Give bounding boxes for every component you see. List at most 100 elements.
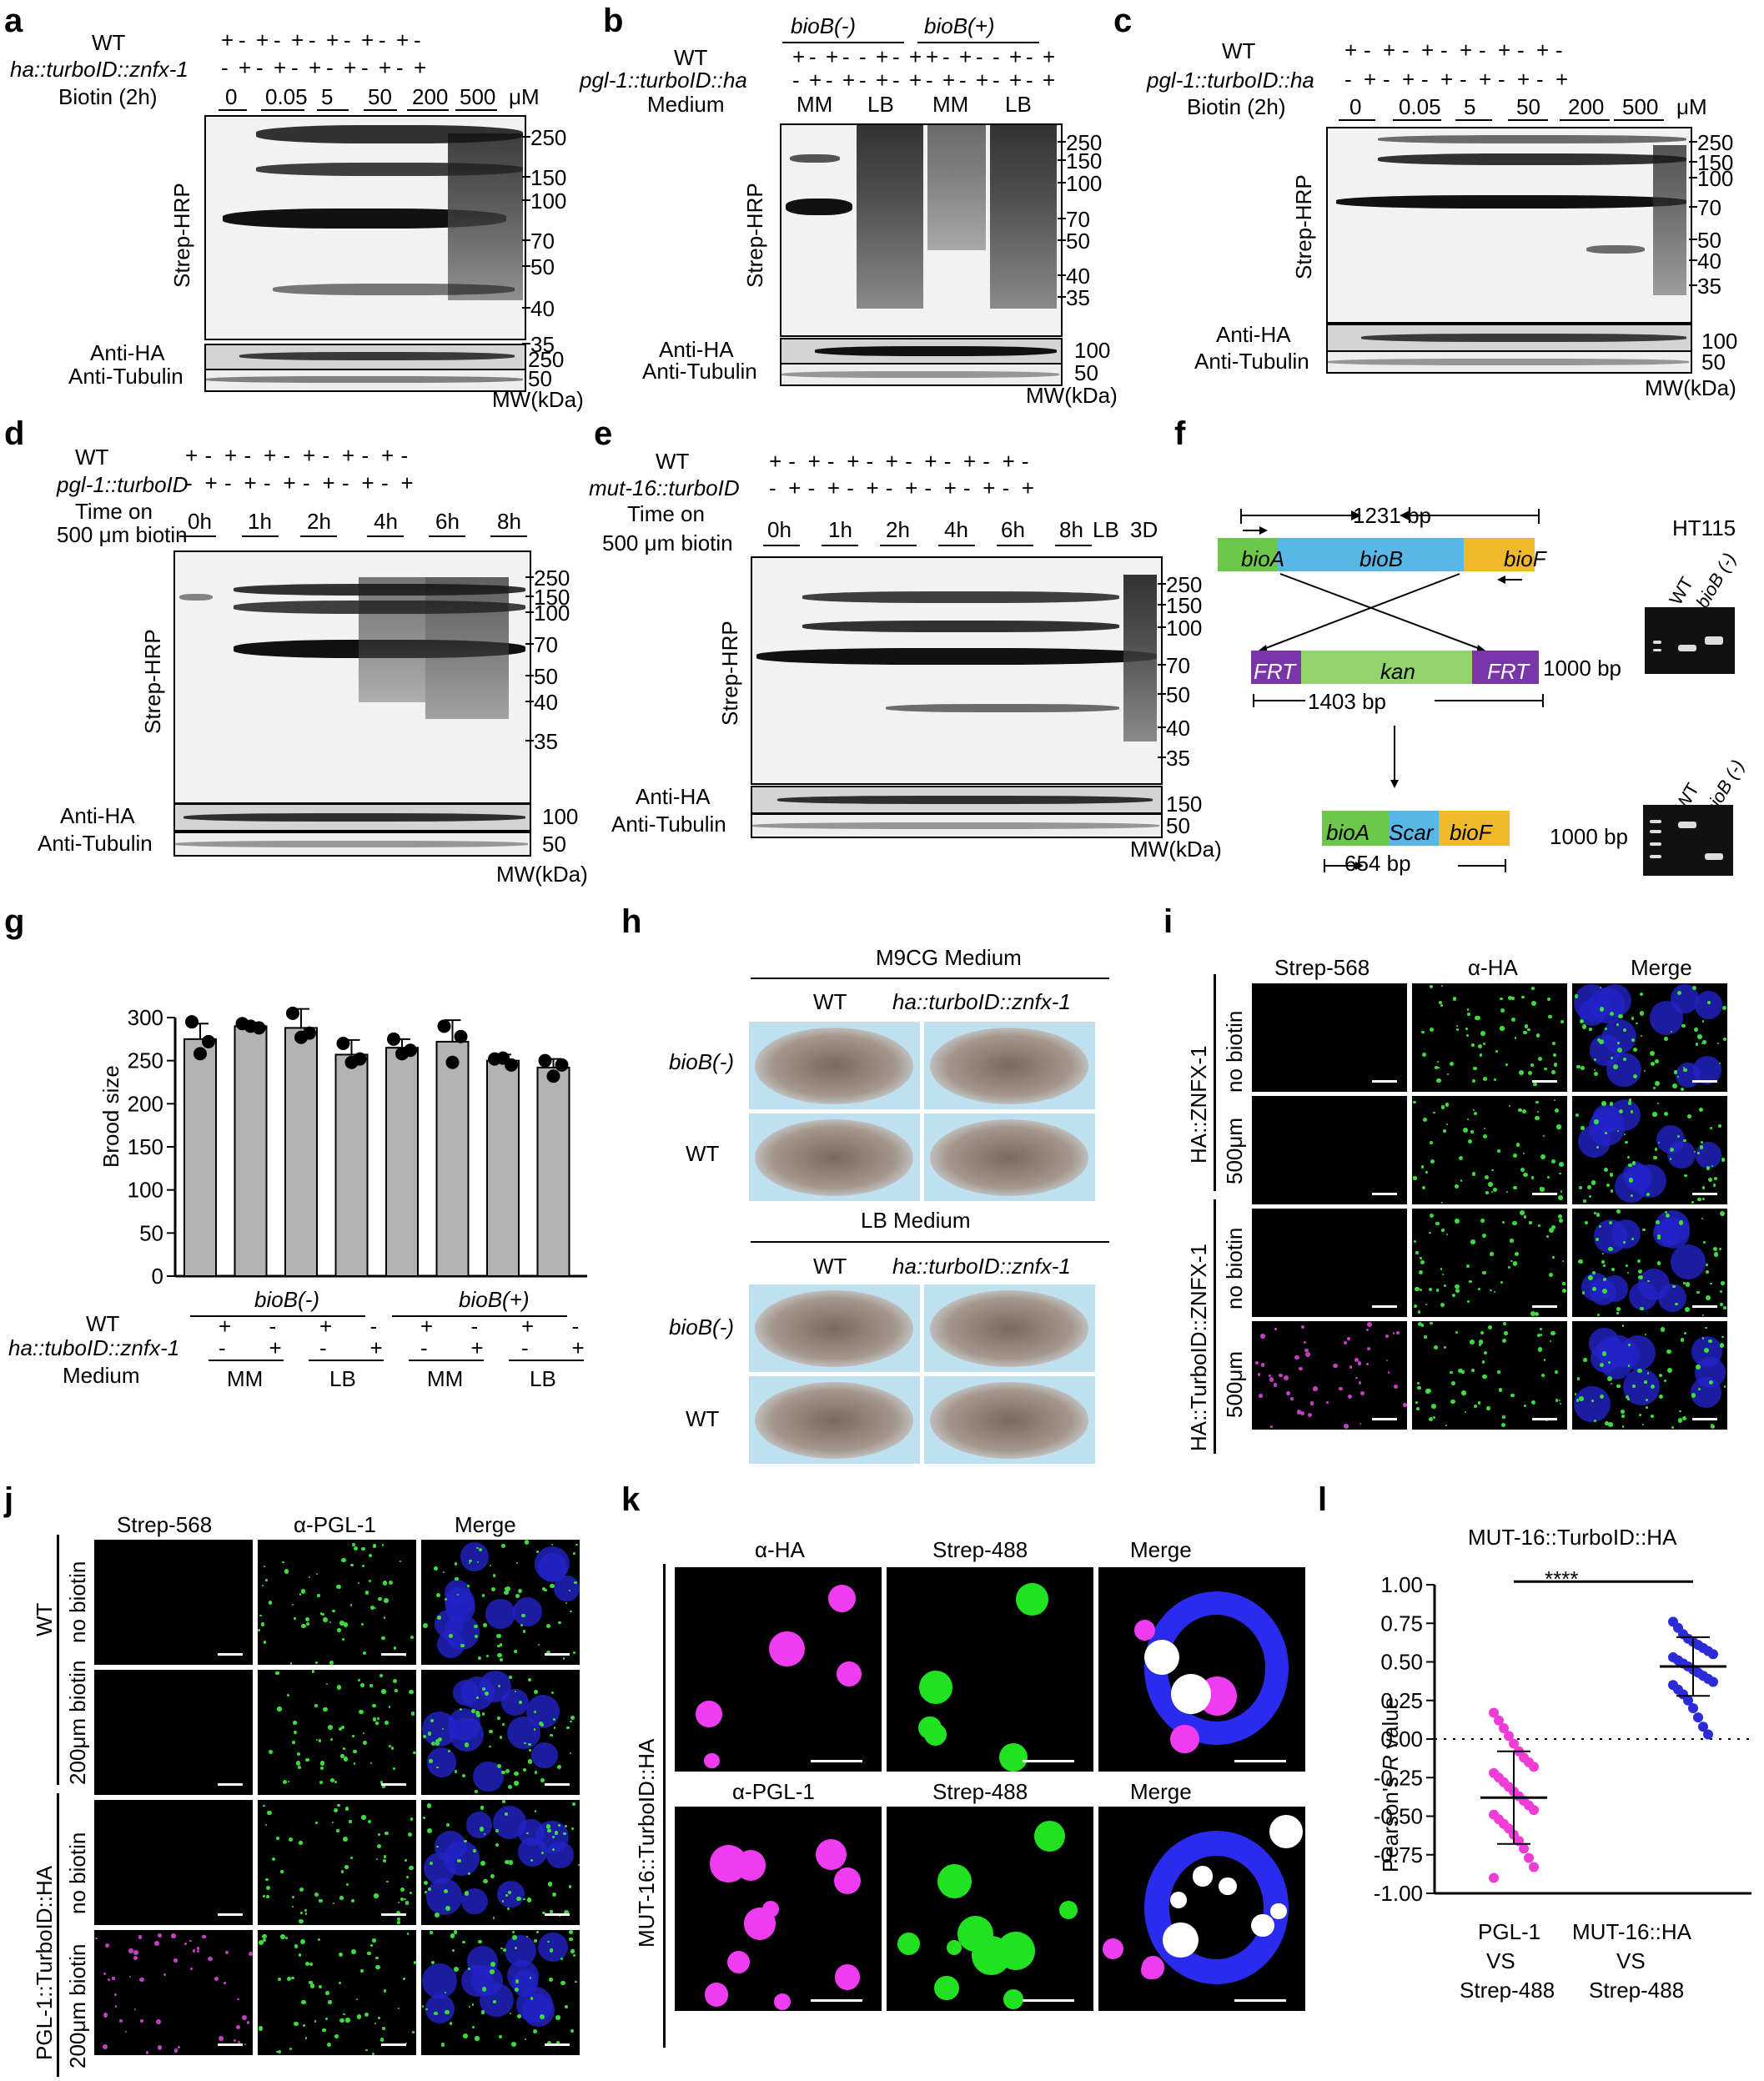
b-medium-2: MM: [932, 92, 969, 117]
panel-f-label: f: [1174, 415, 1186, 452]
mw-marker-tick: [1058, 296, 1066, 298]
g-bar: [183, 1038, 217, 1277]
h-plate-image: [755, 1119, 913, 1196]
l-y-tick-label: 1.00: [1380, 1572, 1423, 1597]
mw-marker-tick: [1158, 726, 1166, 728]
mw-marker-label: 70: [1166, 653, 1190, 678]
j-bracket: [57, 1535, 59, 1785]
plus-minus-sign: -: [521, 1335, 529, 1360]
g-row-medium: Medium: [63, 1363, 140, 1388]
l-scatter-chart: 1.00 0.75 0.50 0.25 0.00 -0.25 -0.50 -0.75 -1.00: [1374, 1572, 1751, 1906]
mw-marker-label: 100: [1166, 616, 1203, 641]
h-underline: [751, 1241, 1109, 1243]
a-tub-strip: [204, 369, 526, 392]
mw-marker-label: 150: [1166, 593, 1203, 618]
panel-e-label: e: [594, 415, 613, 452]
a-underline: [364, 109, 397, 111]
a-mw: MW(kDa): [492, 387, 584, 412]
mw-marker-label: 35: [1166, 746, 1190, 771]
l-data-point: [1708, 1676, 1718, 1687]
plus-minus-sign: +: [420, 1314, 434, 1339]
plus-minus-sign: +: [239, 55, 252, 80]
plus-minus-sign: -: [924, 475, 932, 500]
h-medium-2: LB Medium: [861, 1208, 971, 1233]
plus-minus-sign: +: [905, 475, 918, 500]
micrograph-panel: [93, 1539, 254, 1666]
h-plate-image: [930, 1028, 1088, 1104]
mw-marker-tick: [1158, 664, 1166, 666]
g-med-underline: [309, 1360, 384, 1361]
d-underline: [490, 535, 527, 537]
f-gene-bioF-2: bioF: [1450, 820, 1492, 845]
l-data-point: [1524, 1852, 1534, 1863]
plus-minus-sign: +: [319, 1314, 333, 1339]
mw-marker-label: 50: [534, 664, 558, 689]
e-ha-strip: [751, 786, 1163, 814]
c-conc-0: 0: [1349, 94, 1362, 119]
plus-minus-sign: +: [571, 1335, 585, 1360]
c-underline: [1508, 119, 1548, 121]
f-frt-left: FRT: [1254, 659, 1296, 684]
e-tub-marker: 50: [1166, 813, 1190, 838]
c-mw: MW(kDa): [1645, 375, 1736, 400]
plus-minus-sign: +: [1402, 67, 1415, 92]
e-strep-blot: [751, 556, 1163, 785]
e-row-strain: mut-16::turboID: [589, 475, 740, 500]
plus-minus-sign: +: [1002, 449, 1015, 474]
plus-minus-sign: -: [1364, 38, 1371, 63]
l-y-tick-label: 0.00: [1380, 1727, 1423, 1752]
b-group-1: bioB(-): [791, 13, 857, 38]
b-tub-strip: [780, 363, 1063, 386]
panel-l-label: l: [1318, 1481, 1328, 1518]
plus-minus-sign: +: [269, 1335, 282, 1360]
h-underline: [751, 978, 1109, 979]
d-mw: MW(kDa): [496, 862, 588, 887]
plus-minus-sign: +: [1460, 38, 1473, 63]
g-y-tick-label: 0: [152, 1264, 163, 1289]
h-medium-1: M9CG Medium: [876, 945, 1022, 970]
b-group-2: bioB(+): [924, 13, 995, 38]
plus-minus-sign: -: [283, 443, 291, 468]
mw-marker-label: 70: [1697, 195, 1721, 220]
c-row-strain: pgl-1::turboID::ha: [1147, 68, 1314, 93]
a-strep-blot: [204, 115, 526, 340]
plus-minus-sign: +: [1421, 38, 1435, 63]
g-data-point: [336, 1037, 350, 1050]
plus-minus-sign: -: [369, 1314, 378, 1339]
plus-minus-sign: -: [859, 68, 867, 93]
mw-marker-label: 40: [1697, 249, 1721, 274]
mw-marker-tick: [1689, 141, 1697, 143]
f-kan: kan: [1380, 659, 1415, 684]
l-data-point: [1519, 1843, 1529, 1854]
mw-marker-label: 70: [1066, 207, 1090, 232]
j-bracket: [57, 1793, 59, 2077]
mw-marker-label: 50: [1066, 229, 1090, 254]
a-underline: [317, 109, 349, 111]
f-scar: Scar: [1389, 820, 1434, 845]
panel-k-label: k: [621, 1481, 641, 1518]
f-diagram: [1218, 509, 1544, 872]
e-mw: MW(kDa): [1130, 837, 1222, 862]
plus-minus-sign: -: [1555, 38, 1563, 63]
plus-minus-sign: +: [1498, 38, 1511, 63]
plus-minus-sign: +: [827, 475, 841, 500]
mw-marker-label: 250: [1166, 572, 1203, 597]
mw-marker-label: 100: [530, 188, 567, 214]
micrograph-panel: [1251, 983, 1408, 1093]
b-row-wt: WT: [674, 45, 708, 70]
b-medium-0: MM: [797, 92, 833, 117]
b-medium-3: LB: [1005, 92, 1032, 117]
plus-minus-sign: -: [400, 443, 409, 468]
mw-marker-label: 250: [530, 125, 567, 150]
f-mid-bp: 1403 bp: [1308, 689, 1386, 714]
g-y-tick-label: 50: [139, 1220, 163, 1245]
mw-marker-label: 150: [1697, 150, 1734, 175]
mw-marker-label: 50: [530, 254, 555, 279]
mw-marker-tick: [1058, 141, 1066, 143]
l-significance: ****: [1545, 1566, 1579, 1591]
plus-minus-sign: -: [244, 443, 252, 468]
panel-c-label: c: [1113, 3, 1133, 39]
h-plate-image: [930, 1119, 1088, 1196]
plus-minus-sign: -: [303, 470, 310, 495]
h-row2-top: WT: [686, 1141, 720, 1166]
